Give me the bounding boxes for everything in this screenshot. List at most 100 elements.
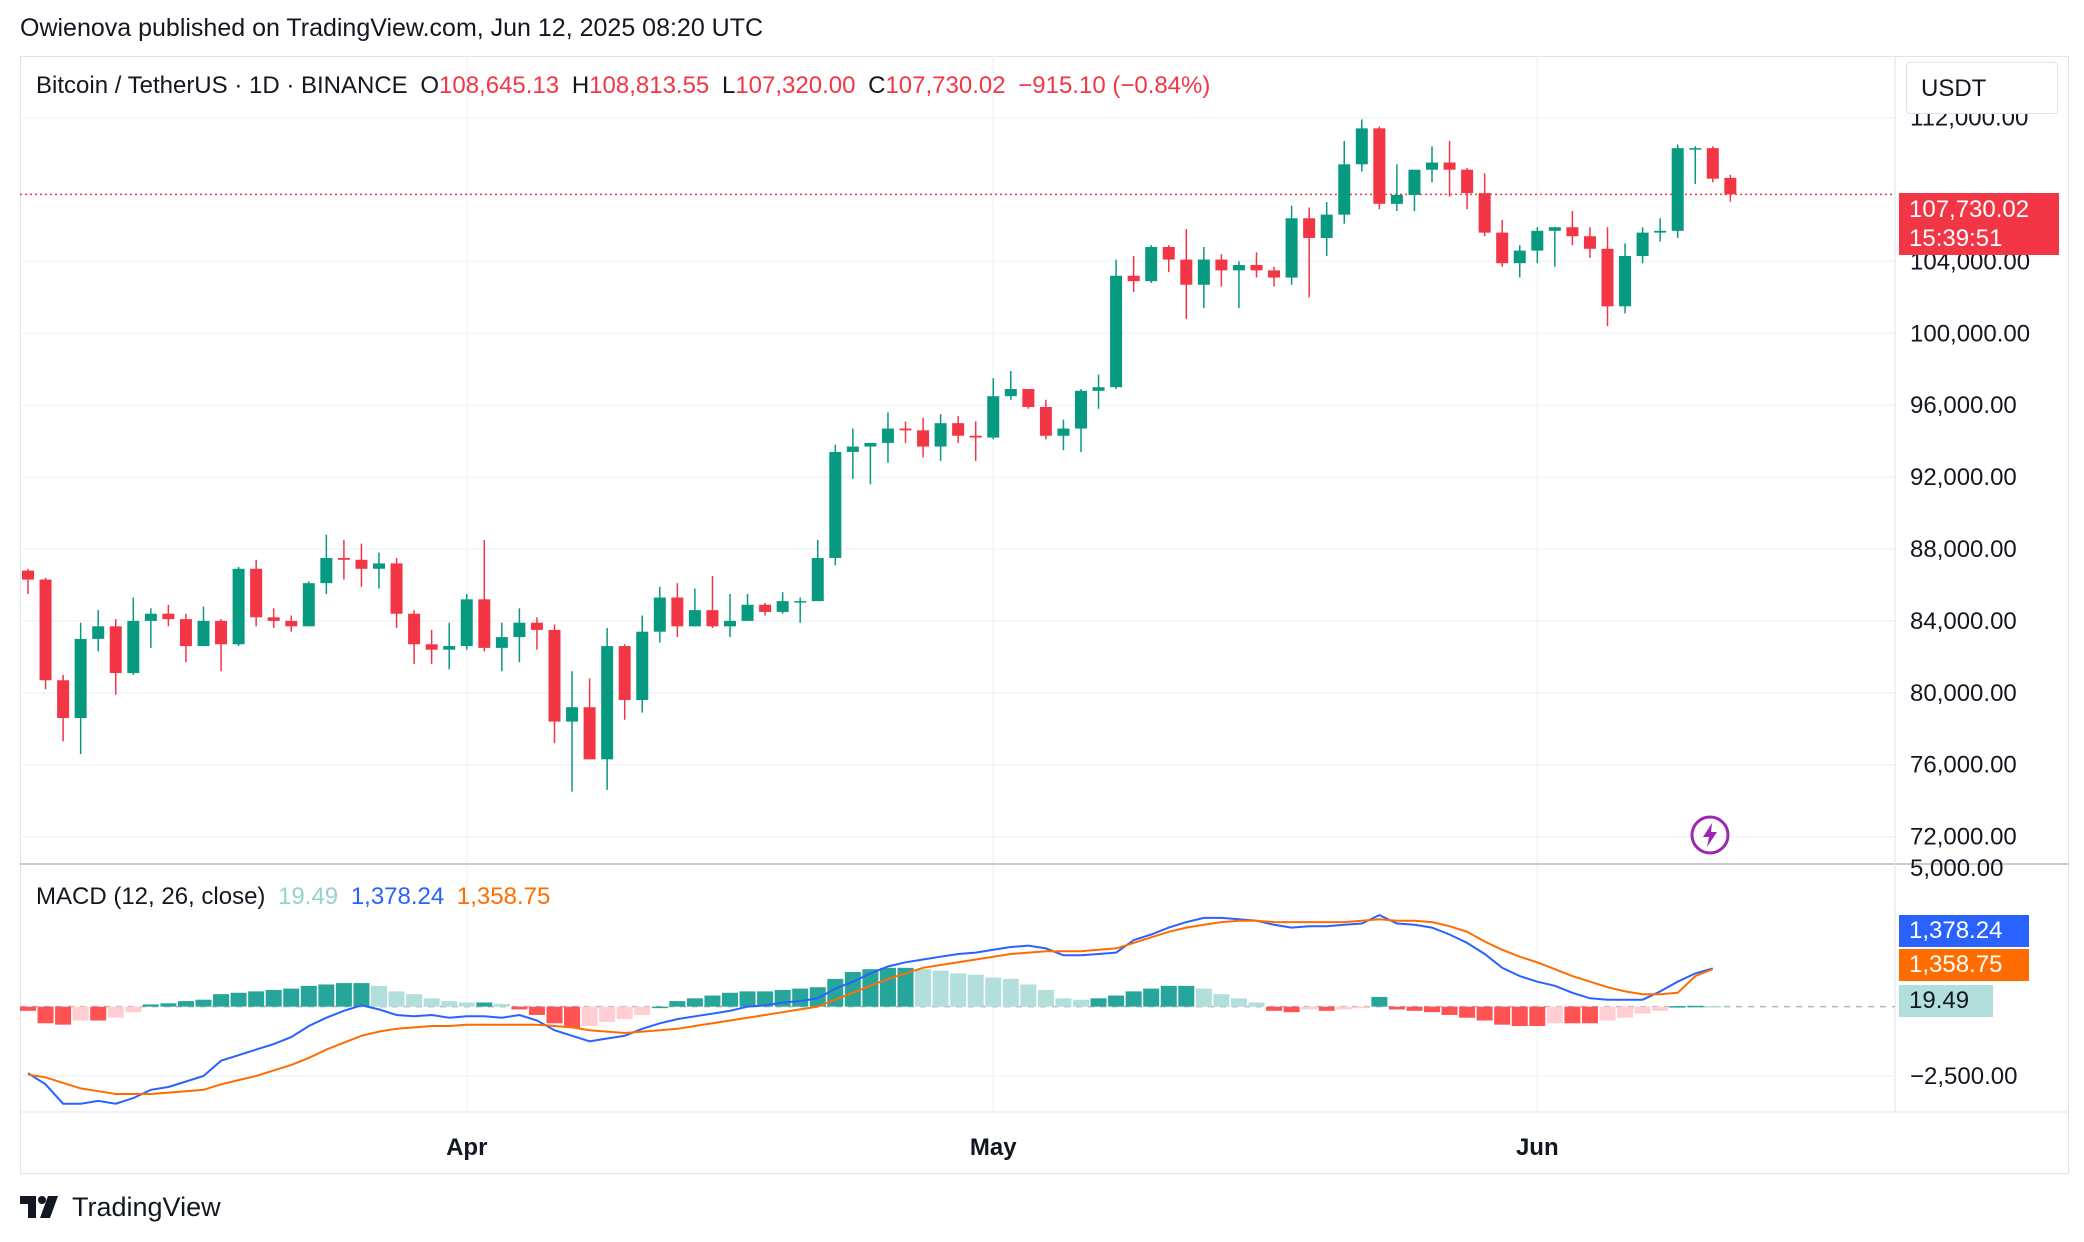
candle-body[interactable] bbox=[636, 631, 649, 701]
candle-body[interactable] bbox=[1583, 236, 1596, 249]
candle-body[interactable] bbox=[1689, 148, 1702, 150]
candle-body[interactable] bbox=[232, 568, 245, 645]
candle-body[interactable] bbox=[1601, 248, 1614, 307]
candle-body[interactable] bbox=[952, 423, 965, 436]
candle-body[interactable] bbox=[1531, 230, 1544, 251]
candle-body[interactable] bbox=[1022, 389, 1035, 407]
candle-body[interactable] bbox=[425, 644, 438, 650]
candle-body[interactable] bbox=[1513, 250, 1526, 264]
candle-body[interactable] bbox=[811, 557, 824, 602]
candle-body[interactable] bbox=[408, 613, 421, 645]
candle-body[interactable] bbox=[109, 626, 122, 674]
candle-body[interactable] bbox=[1250, 264, 1263, 271]
candle-body[interactable] bbox=[1004, 389, 1017, 397]
candle-body[interactable] bbox=[478, 599, 491, 648]
candle-body[interactable] bbox=[495, 637, 508, 648]
candle-body[interactable] bbox=[566, 707, 579, 722]
currency-selector[interactable]: USDT bbox=[1906, 62, 2058, 114]
candle-body[interactable] bbox=[864, 442, 877, 447]
candle-body[interactable] bbox=[1145, 247, 1158, 282]
candle-body[interactable] bbox=[1303, 218, 1316, 239]
candle-body[interactable] bbox=[671, 597, 684, 627]
candle-body[interactable] bbox=[741, 604, 754, 621]
candle-body[interactable] bbox=[1443, 162, 1456, 170]
candle-body[interactable] bbox=[1092, 387, 1105, 391]
candle-body[interactable] bbox=[917, 430, 930, 447]
symbol-name[interactable]: Bitcoin / TetherUS · 1D · BINANCE bbox=[36, 72, 408, 99]
candle-body[interactable] bbox=[1268, 270, 1281, 278]
candle-body[interactable] bbox=[1426, 162, 1438, 170]
candle-body[interactable] bbox=[881, 428, 894, 443]
candle-body[interactable] bbox=[1461, 169, 1474, 194]
candle-body[interactable] bbox=[829, 451, 842, 558]
candle-body[interactable] bbox=[513, 622, 526, 638]
candle-body[interactable] bbox=[320, 557, 333, 584]
candle-body[interactable] bbox=[355, 559, 368, 569]
candle-body[interactable] bbox=[197, 620, 210, 647]
candle-body[interactable] bbox=[583, 707, 596, 760]
candle-body[interactable] bbox=[74, 638, 87, 718]
candle-body[interactable] bbox=[530, 622, 543, 630]
candle-body[interactable] bbox=[1671, 148, 1684, 231]
candle-body[interactable] bbox=[144, 613, 157, 621]
candle-body[interactable] bbox=[1566, 227, 1579, 237]
candle-body[interactable] bbox=[215, 620, 228, 645]
candle-body[interactable] bbox=[1197, 259, 1210, 285]
candle-body[interactable] bbox=[1478, 193, 1491, 233]
candle-body[interactable] bbox=[39, 579, 52, 681]
candle-body[interactable] bbox=[1408, 169, 1421, 195]
candle-body[interactable] bbox=[969, 435, 982, 438]
candle-body[interactable] bbox=[1496, 232, 1509, 264]
candle-body[interactable] bbox=[1232, 264, 1245, 271]
candle-body[interactable] bbox=[1110, 275, 1123, 388]
candle-body[interactable] bbox=[548, 629, 561, 722]
candle-body[interactable] bbox=[57, 680, 70, 718]
candle-body[interactable] bbox=[92, 626, 105, 639]
candle-body[interactable] bbox=[601, 646, 614, 760]
candle-body[interactable] bbox=[373, 563, 385, 569]
candle-body[interactable] bbox=[1215, 259, 1228, 271]
candle-body[interactable] bbox=[724, 620, 736, 627]
candle-body[interactable] bbox=[285, 620, 298, 627]
candle-body[interactable] bbox=[688, 610, 701, 627]
candle-body[interactable] bbox=[1039, 406, 1052, 436]
candle-body[interactable] bbox=[934, 423, 947, 447]
candle-body[interactable] bbox=[250, 568, 263, 618]
candle-body[interactable] bbox=[162, 613, 175, 620]
candle-body[interactable] bbox=[1548, 227, 1561, 231]
candle-body[interactable] bbox=[302, 583, 315, 627]
candle-body[interactable] bbox=[1057, 428, 1070, 436]
candle-body[interactable] bbox=[1285, 218, 1298, 278]
candle-body[interactable] bbox=[1636, 232, 1649, 256]
candle-body[interactable] bbox=[1338, 164, 1351, 215]
candle-body[interactable] bbox=[706, 610, 719, 627]
candle-body[interactable] bbox=[337, 557, 350, 560]
candle-body[interactable] bbox=[390, 563, 403, 614]
candle-body[interactable] bbox=[1654, 230, 1667, 233]
candle-body[interactable] bbox=[1162, 247, 1175, 260]
candle-body[interactable] bbox=[460, 599, 473, 647]
candle-body[interactable] bbox=[179, 619, 192, 647]
candle-body[interactable] bbox=[1390, 194, 1403, 204]
candle-body[interactable] bbox=[1619, 255, 1632, 307]
candle-body[interactable] bbox=[1724, 177, 1737, 195]
candle-body[interactable] bbox=[899, 428, 912, 431]
candle-body[interactable] bbox=[1320, 214, 1333, 239]
candle-body[interactable] bbox=[846, 446, 859, 452]
candle-body[interactable] bbox=[1180, 259, 1193, 285]
candle-body[interactable] bbox=[653, 597, 666, 632]
candle-body[interactable] bbox=[759, 604, 772, 612]
candle-body[interactable] bbox=[22, 570, 34, 580]
candle-body[interactable] bbox=[1706, 148, 1719, 179]
candle-body[interactable] bbox=[776, 601, 789, 612]
candle-body[interactable] bbox=[794, 601, 807, 603]
macd-title[interactable]: MACD (12, 26, close) bbox=[36, 883, 266, 910]
candle-body[interactable] bbox=[267, 617, 280, 621]
candle-body[interactable] bbox=[443, 646, 456, 650]
candle-body[interactable] bbox=[1127, 275, 1140, 282]
lightning-bolt-icon[interactable] bbox=[1690, 815, 1730, 855]
candle-body[interactable] bbox=[1355, 128, 1368, 165]
tradingview-logo[interactable]: TradingView bbox=[20, 1192, 221, 1223]
candle-body[interactable] bbox=[618, 646, 631, 701]
